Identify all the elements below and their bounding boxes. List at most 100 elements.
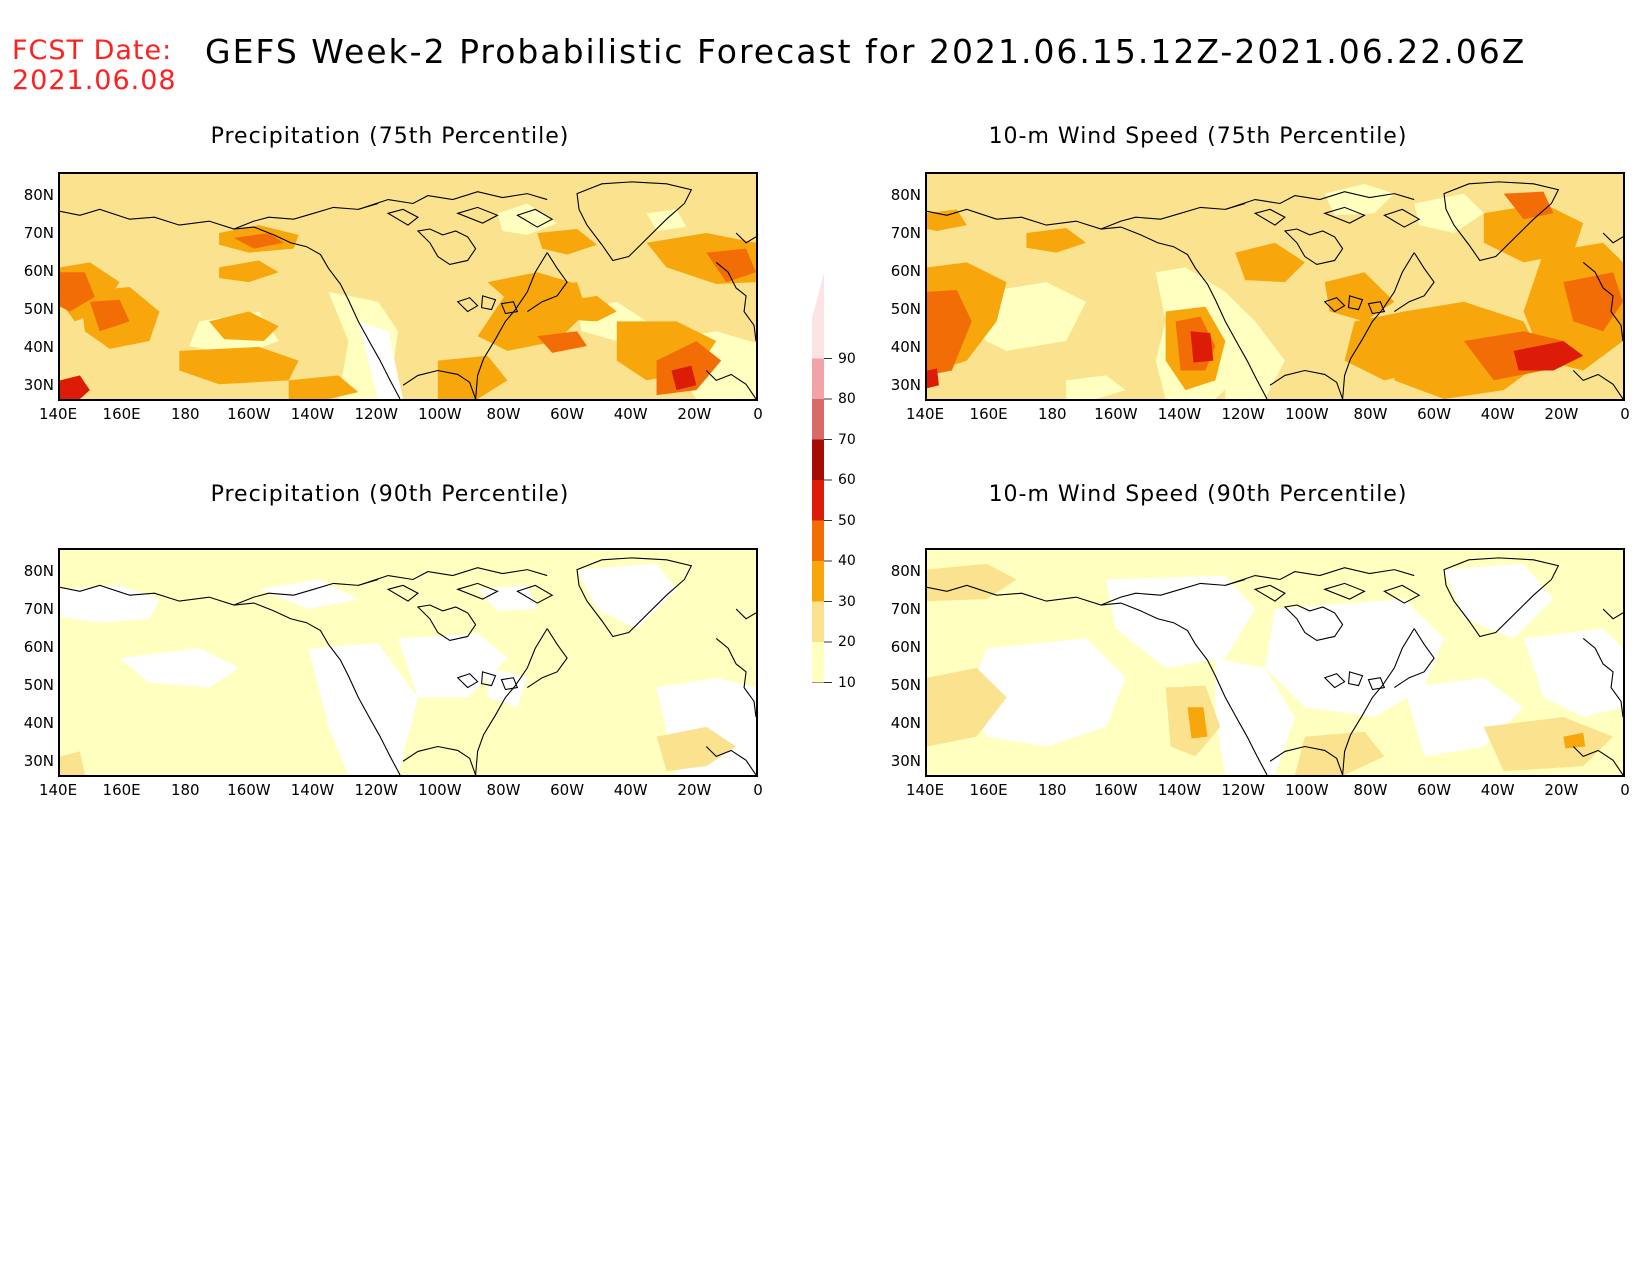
coastline: [358, 567, 548, 586]
lat-tick-label: 70N: [23, 600, 54, 618]
coastline: [1347, 671, 1364, 687]
lon-tick-label: 180: [170, 405, 200, 423]
coastline: [1225, 567, 1415, 586]
colorbar-segment: [812, 601, 824, 642]
lon-tick-label: 20W: [677, 405, 712, 423]
coastline: [1100, 202, 1246, 230]
lon-tick-label: 20W: [1544, 405, 1579, 423]
probability-region-30: [1483, 203, 1584, 263]
coastline: [1253, 208, 1286, 226]
probability-region-30: [437, 355, 508, 399]
coastline: [456, 582, 499, 600]
lat-tick-label: 70N: [890, 600, 921, 618]
lon-tick-label: 120W: [354, 405, 398, 423]
lon-tick-label: 80W: [1353, 781, 1388, 799]
lat-tick-label: 60N: [890, 638, 921, 656]
lon-tick-label: 160W: [227, 405, 271, 423]
lon-tick-label: 160W: [1094, 405, 1138, 423]
coastline: [1323, 206, 1366, 224]
lon-tick-label: 120W: [1221, 781, 1265, 799]
coastline: [735, 608, 756, 620]
probability-region-20: [1483, 717, 1614, 772]
lon-tick-label: 40W: [1480, 781, 1515, 799]
colorbar-extension-high: [812, 273, 824, 318]
probability-region-below-10: [577, 563, 677, 629]
lon-tick-label: 180: [1037, 405, 1067, 423]
lon-tick-label: 100W: [418, 781, 462, 799]
coastline: [1269, 369, 1344, 399]
lon-tick-label: 120W: [354, 781, 398, 799]
coastline: [60, 584, 401, 775]
probability-region-below-10: [477, 585, 538, 611]
lon-tick-label: 60W: [1417, 405, 1452, 423]
lon-tick-label: 140W: [290, 405, 335, 423]
lat-tick-label: 30N: [23, 376, 54, 394]
lon-tick-label: 160E: [969, 781, 1008, 799]
panel-title-precip75: Precipitation (75th Percentile): [210, 124, 570, 149]
probability-region-10: [1225, 311, 1285, 399]
lat-tick-label: 40N: [23, 338, 54, 356]
probability-region-20: [927, 563, 1017, 602]
lon-tick-label: 80W: [486, 405, 521, 423]
probability-region-30: [1563, 732, 1586, 749]
probability-region-50: [1190, 331, 1214, 363]
lat-tick-label: 50N: [890, 676, 921, 694]
probability-region-10: [1324, 183, 1395, 216]
coastline: [1443, 181, 1560, 262]
coastline: [1367, 301, 1386, 315]
coastline: [1602, 608, 1623, 620]
coastline: [402, 745, 477, 775]
lon-tick-label: 160W: [1094, 781, 1138, 799]
probability-region-30: [487, 272, 578, 302]
coastline: [1582, 262, 1623, 342]
lat-tick-label: 80N: [890, 186, 921, 204]
coastline: [60, 208, 401, 399]
coastline: [386, 584, 419, 602]
probability-region-50: [671, 365, 697, 391]
probability-region-10: [1066, 375, 1126, 399]
probability-region-40: [927, 289, 972, 376]
colorbar-segment: [812, 399, 824, 440]
map-wind75: [925, 172, 1625, 401]
lat-tick-label: 60N: [890, 262, 921, 280]
colorbar-segment: [812, 561, 824, 602]
coastline: [416, 228, 477, 265]
coastline: [527, 252, 568, 313]
lat-tick-label: 60N: [23, 638, 54, 656]
map-precip90: [58, 548, 758, 777]
coastline: [1342, 628, 1415, 775]
probability-region-30: [1235, 242, 1305, 283]
lon-tick-label: 60W: [550, 405, 585, 423]
lat-tick-label: 70N: [23, 224, 54, 242]
lat-tick-label: 40N: [890, 714, 921, 732]
probability-region-10: [1414, 193, 1484, 233]
coastline: [576, 557, 693, 638]
coastline: [705, 746, 756, 775]
lon-tick-label: 20W: [677, 781, 712, 799]
colorbar-label: 20: [838, 634, 856, 650]
probability-region-below-10: [1404, 677, 1524, 757]
lat-tick-label: 30N: [890, 752, 921, 770]
coastline: [705, 370, 756, 399]
probability-region-below-10: [1215, 658, 1295, 775]
panel-title-wind75: 10-m Wind Speed (75th Percentile): [988, 124, 1408, 149]
probability-region-30: [209, 311, 279, 342]
lon-tick-label: 20W: [1544, 781, 1579, 799]
coastline: [1443, 557, 1560, 638]
colorbar-segment: [812, 642, 824, 683]
lon-tick-label: 180: [170, 781, 200, 799]
probability-region-below-10: [1523, 628, 1623, 718]
coastline: [1383, 584, 1421, 604]
forecast-date-label: FCST Date:: [12, 35, 173, 66]
probability-region-50: [60, 375, 90, 399]
lat-tick-label: 80N: [23, 562, 54, 580]
probability-region-below-10: [487, 667, 528, 708]
coastline: [1383, 208, 1421, 228]
probability-region-50: [927, 368, 939, 389]
probability-region-below-10: [1105, 575, 1256, 668]
lon-tick-label: 160E: [102, 405, 141, 423]
lon-tick-label: 80W: [486, 781, 521, 799]
probability-region-below-10: [60, 585, 160, 623]
coastline: [1323, 673, 1346, 689]
lon-tick-label: 0: [1620, 405, 1630, 423]
